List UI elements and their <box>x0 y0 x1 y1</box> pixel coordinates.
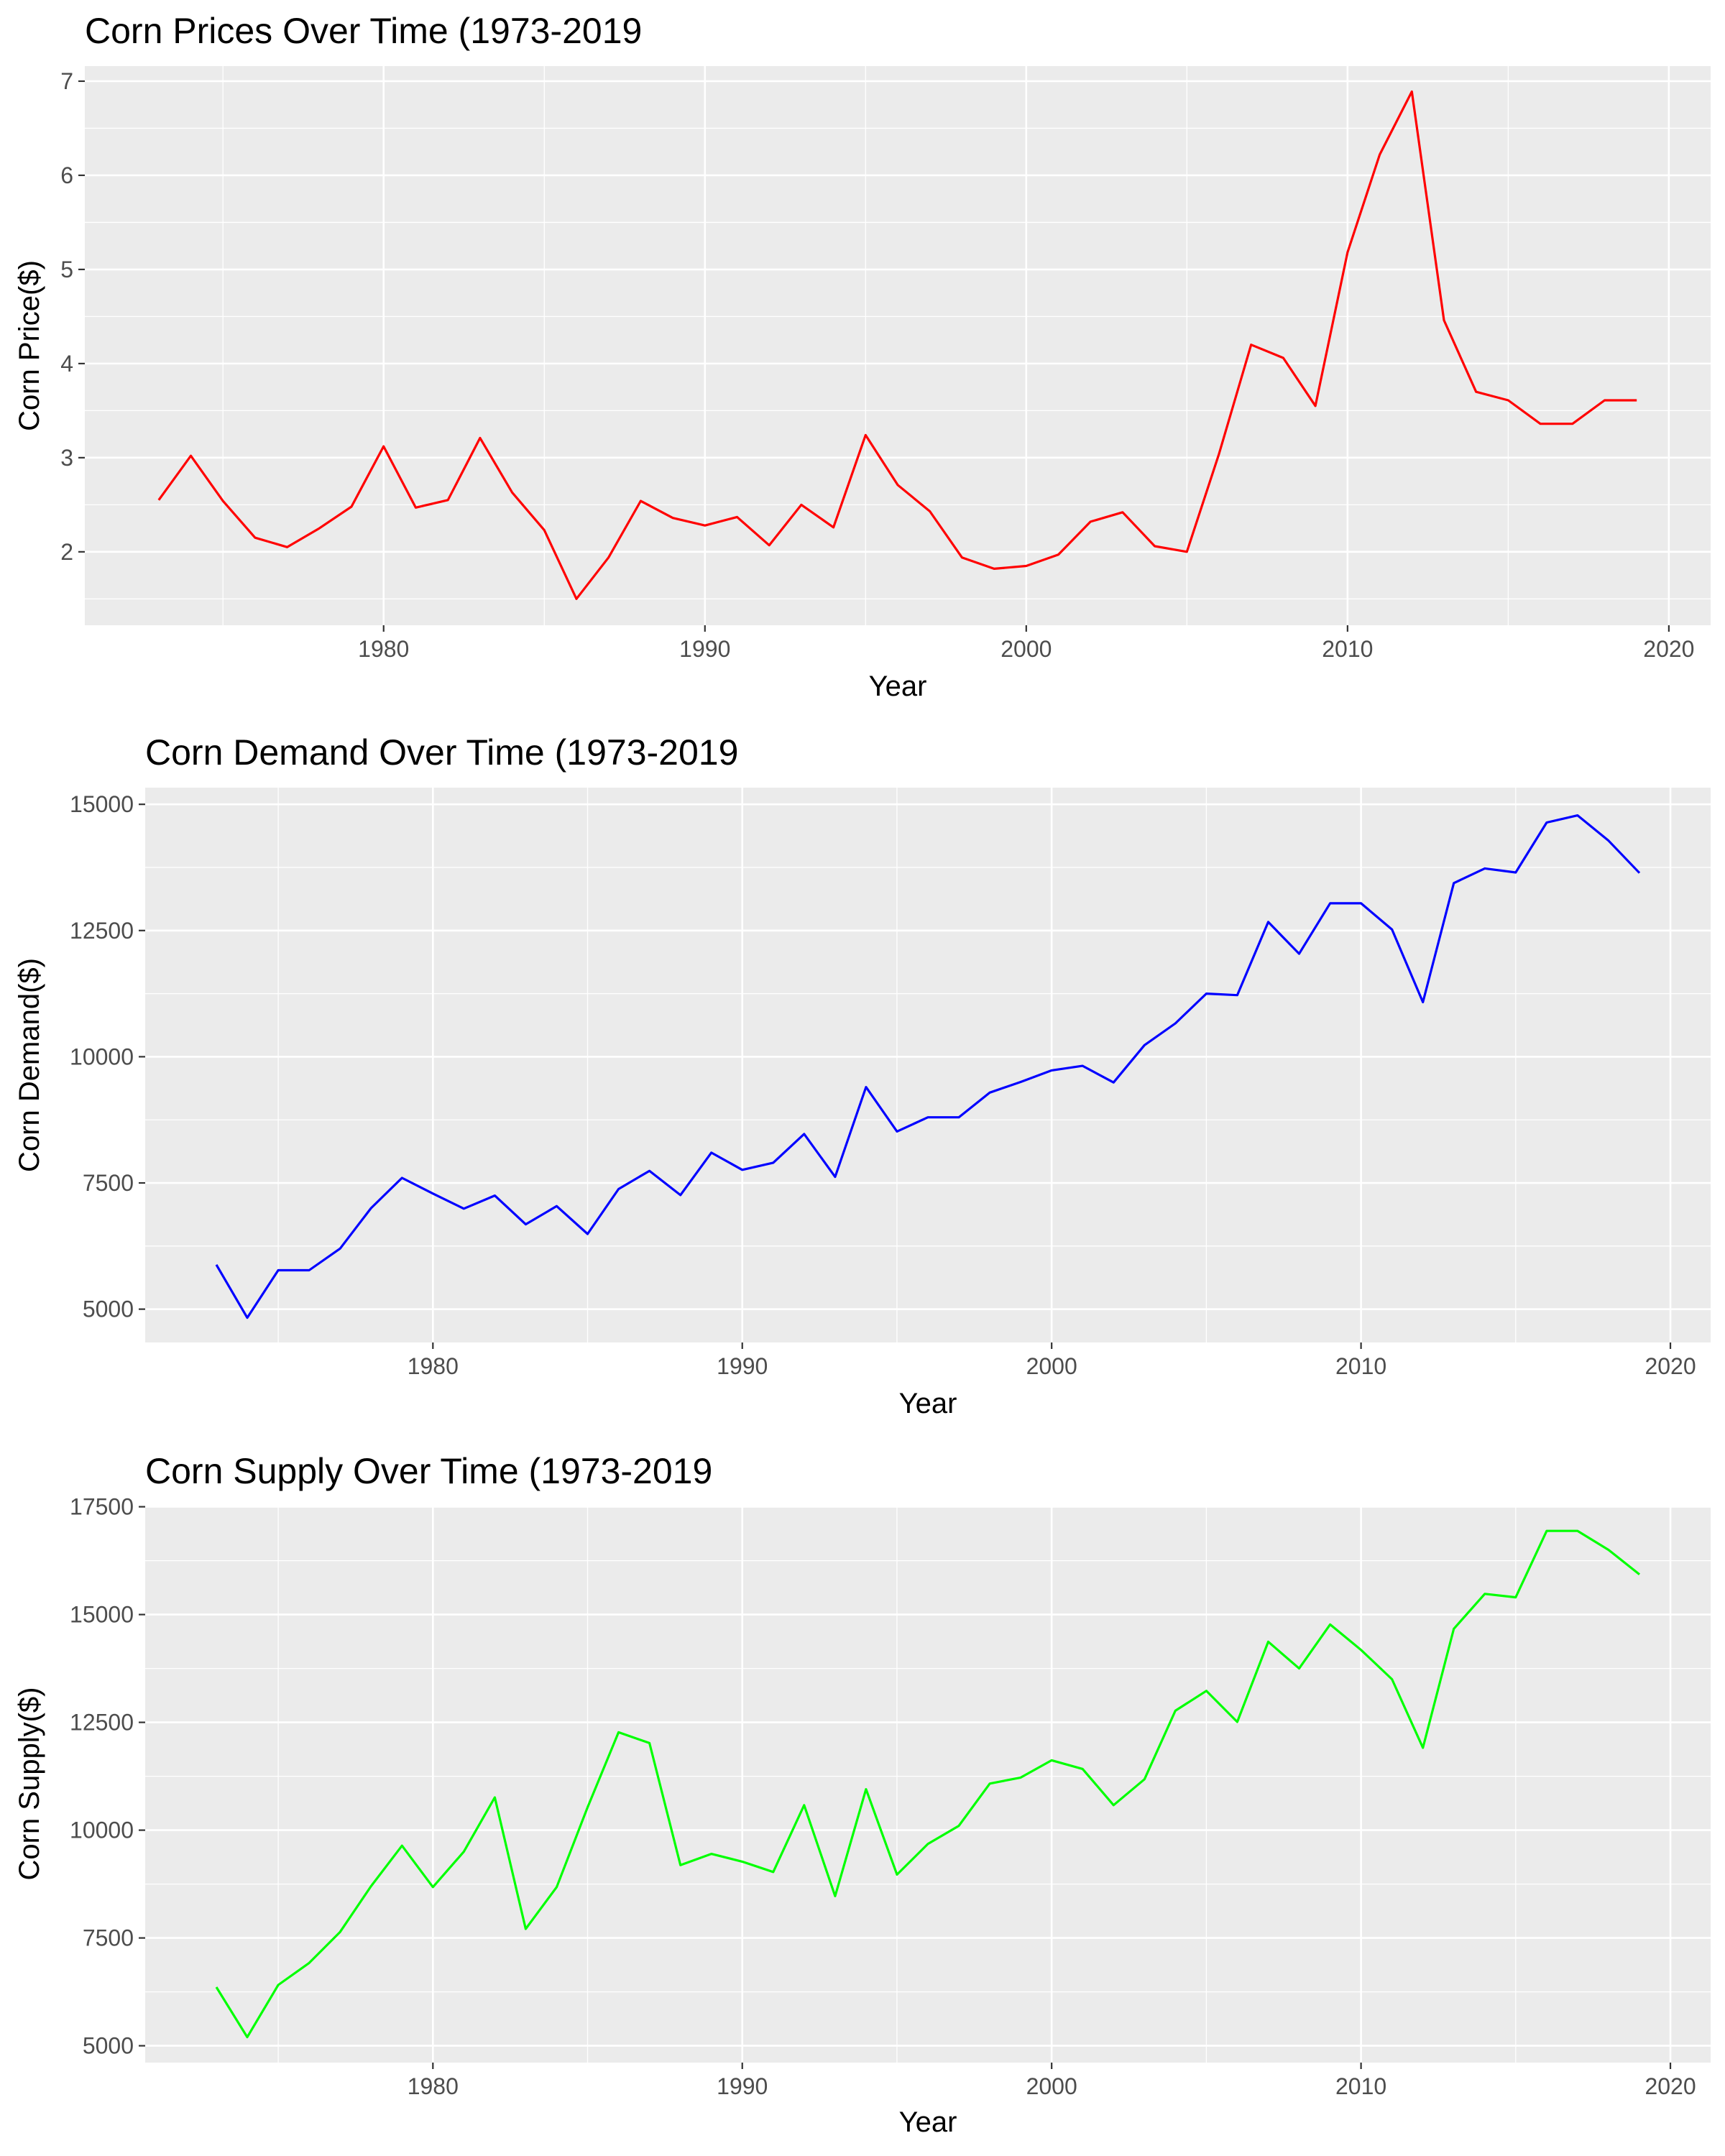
demand-y-tick-label: 12500 <box>70 918 134 944</box>
supply-x-axis-title: Year <box>899 2106 957 2138</box>
supply-plot-panel <box>145 1506 1711 2063</box>
demand-x-tick-label: 2000 <box>1026 1353 1077 1379</box>
price-ticks <box>78 80 1670 632</box>
supply-ticks <box>139 1506 1672 2069</box>
price-tick-labels: 1980 1990 2000 2010 2020 2 3 4 5 6 7 <box>60 68 1694 662</box>
supply-y-tick-label: 12500 <box>70 1710 134 1736</box>
demand-gridlines <box>145 788 1711 1342</box>
price-x-tick-label: 2000 <box>1000 636 1052 662</box>
demand-x-tick-label: 1980 <box>408 1353 459 1379</box>
supply-y-tick-label: 7500 <box>83 1925 134 1951</box>
price-y-tick-label: 7 <box>60 68 73 94</box>
price-gridlines <box>85 66 1711 625</box>
supply-y-axis-title: Corn Supply($) <box>14 1687 45 1880</box>
demand-ticks <box>139 803 1672 1349</box>
demand-x-tick-label: 2010 <box>1335 1353 1386 1379</box>
demand-plot-panel <box>145 788 1711 1342</box>
price-x-tick-label: 1990 <box>679 636 730 662</box>
demand-tick-labels: 1980 1990 2000 2010 2020 5000 7500 10000 12500 15… <box>70 791 1696 1379</box>
demand-series-line <box>215 814 1641 1319</box>
price-x-tick-label: 1980 <box>358 636 409 662</box>
price-y-tick-label: 6 <box>60 162 73 188</box>
demand-y-tick-label: 15000 <box>70 791 134 817</box>
price-series-line <box>157 90 1637 600</box>
supply-x-tick-label: 2010 <box>1335 2073 1386 2099</box>
demand-y-tick-label: 5000 <box>83 1296 134 1322</box>
supply-x-tick-label: 1990 <box>717 2073 768 2099</box>
demand-chart-title: Corn Demand Over Time (1973-2019 <box>145 732 738 773</box>
supply-x-tick-label: 2020 <box>1644 2073 1696 2099</box>
price-y-tick-label: 2 <box>60 539 73 565</box>
supply-series-line <box>215 1529 1640 2039</box>
price-y-tick-label: 5 <box>60 257 73 282</box>
supply-y-tick-label: 17500 <box>70 1494 134 1520</box>
demand-y-tick-label: 7500 <box>83 1170 134 1196</box>
supply-y-tick-label: 5000 <box>83 2033 134 2059</box>
price-y-tick-label: 3 <box>60 445 73 471</box>
price-y-axis-title: Corn Price($) <box>14 260 45 431</box>
supply-chart-title: Corn Supply Over Time (1973-2019 <box>145 1451 712 1491</box>
price-plot-panel <box>85 66 1711 625</box>
price-chart: Corn Prices Over Time (1973-2019 1980 199… <box>14 11 1711 702</box>
supply-x-tick-label: 1980 <box>408 2073 459 2099</box>
supply-y-tick-label: 15000 <box>70 1602 134 1628</box>
demand-chart: Corn Demand Over Time (1973-2019 1980 199… <box>14 732 1711 1419</box>
price-x-axis-title: Year <box>869 671 927 702</box>
demand-y-tick-label: 10000 <box>70 1044 134 1069</box>
price-chart-title: Corn Prices Over Time (1973-2019 <box>85 11 642 51</box>
price-x-tick-label: 2020 <box>1643 636 1694 662</box>
demand-x-tick-label: 1990 <box>717 1353 768 1379</box>
supply-chart: Corn Supply Over Time (1973-2019 1980 199… <box>14 1451 1711 2138</box>
price-y-tick-label: 4 <box>60 351 73 377</box>
demand-x-tick-label: 2020 <box>1644 1353 1696 1379</box>
demand-x-axis-title: Year <box>899 1388 957 1419</box>
supply-tick-labels: 1980 1990 2000 2010 2020 5000 7500 10000 12500 15… <box>70 1494 1696 2099</box>
supply-x-tick-label: 2000 <box>1026 2073 1077 2099</box>
price-x-tick-label: 2010 <box>1322 636 1373 662</box>
supply-y-tick-label: 10000 <box>70 1818 134 1843</box>
demand-y-axis-title: Corn Demand($) <box>14 958 45 1172</box>
supply-gridlines <box>145 1506 1711 2063</box>
